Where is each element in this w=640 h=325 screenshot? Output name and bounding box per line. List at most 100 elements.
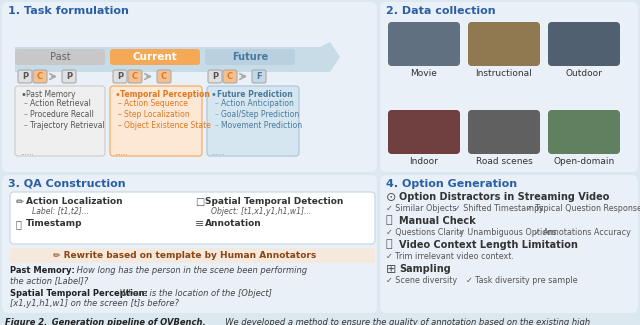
FancyBboxPatch shape xyxy=(110,49,200,65)
Text: –: – xyxy=(118,121,122,130)
Text: the action [Label]?: the action [Label]? xyxy=(10,276,88,285)
FancyBboxPatch shape xyxy=(62,70,76,83)
Text: ✓ Shifted Timestamps: ✓ Shifted Timestamps xyxy=(454,204,543,213)
Text: Option Distractors in Streaming Video: Option Distractors in Streaming Video xyxy=(399,192,609,202)
Text: ⊙: ⊙ xyxy=(386,191,397,204)
FancyBboxPatch shape xyxy=(33,70,47,83)
FancyBboxPatch shape xyxy=(18,70,32,83)
Text: Road scenes: Road scenes xyxy=(476,157,532,166)
Text: –: – xyxy=(215,121,219,130)
Text: F: F xyxy=(256,72,262,81)
Text: Action Retrieval: Action Retrieval xyxy=(30,99,91,108)
Text: 🔧: 🔧 xyxy=(386,215,392,225)
Text: Annotation: Annotation xyxy=(205,219,262,228)
Text: Object: [t1,x1,y1,h1,w1]...: Object: [t1,x1,y1,h1,w1]... xyxy=(211,207,311,216)
FancyBboxPatch shape xyxy=(110,86,202,156)
FancyBboxPatch shape xyxy=(15,86,105,156)
Text: Instructional: Instructional xyxy=(476,69,532,78)
FancyBboxPatch shape xyxy=(15,49,105,65)
Text: Spatial Temporal Perception:: Spatial Temporal Perception: xyxy=(10,289,148,298)
Text: ✓ Similar Objects: ✓ Similar Objects xyxy=(386,204,456,213)
Text: Indoor: Indoor xyxy=(410,157,438,166)
FancyBboxPatch shape xyxy=(252,70,266,83)
FancyBboxPatch shape xyxy=(2,175,377,313)
FancyBboxPatch shape xyxy=(548,110,620,154)
FancyBboxPatch shape xyxy=(205,49,295,65)
FancyBboxPatch shape xyxy=(388,110,460,154)
Text: Figure 2.: Figure 2. xyxy=(5,318,47,325)
Text: C: C xyxy=(132,72,138,81)
Text: 4. Option Generation: 4. Option Generation xyxy=(386,179,517,189)
Text: ✓ Task diversity pre sample: ✓ Task diversity pre sample xyxy=(466,276,578,285)
Text: •: • xyxy=(211,90,217,100)
FancyBboxPatch shape xyxy=(208,70,222,83)
Text: •: • xyxy=(114,90,120,100)
FancyBboxPatch shape xyxy=(380,175,638,313)
Text: ≡: ≡ xyxy=(195,219,204,229)
Text: –: – xyxy=(118,110,122,119)
Text: ✓ Trim irrelevant video context.: ✓ Trim irrelevant video context. xyxy=(386,252,514,261)
Text: ✏ Rewrite based on template by Human Annotators: ✏ Rewrite based on template by Human Ann… xyxy=(53,251,317,260)
Text: Video Context Length Limitation: Video Context Length Limitation xyxy=(399,240,578,250)
Text: Movie: Movie xyxy=(411,69,437,78)
Text: ......: ...... xyxy=(20,150,33,156)
Text: Action Anticipation: Action Anticipation xyxy=(221,99,294,108)
FancyBboxPatch shape xyxy=(128,70,142,83)
Text: ✓ Annotations Accuracy: ✓ Annotations Accuracy xyxy=(534,228,631,237)
Text: We developed a method to ensure the quality of annotation based on the existing : We developed a method to ensure the qual… xyxy=(220,318,590,325)
Text: Timestamp: Timestamp xyxy=(26,219,83,228)
Text: 🎬: 🎬 xyxy=(386,239,392,249)
FancyBboxPatch shape xyxy=(2,2,377,172)
Text: ✓ Unambiguous Options: ✓ Unambiguous Options xyxy=(458,228,556,237)
FancyBboxPatch shape xyxy=(468,22,540,66)
Text: –: – xyxy=(215,99,219,108)
FancyBboxPatch shape xyxy=(113,70,127,83)
FancyBboxPatch shape xyxy=(223,70,237,83)
Text: 3. QA Construction: 3. QA Construction xyxy=(8,179,125,189)
Text: P: P xyxy=(117,72,123,81)
Text: Past Memory:: Past Memory: xyxy=(10,266,75,275)
Text: Step Localization: Step Localization xyxy=(124,110,189,119)
Text: –: – xyxy=(24,99,28,108)
FancyBboxPatch shape xyxy=(468,110,540,154)
Text: P: P xyxy=(66,72,72,81)
Text: Action Localization: Action Localization xyxy=(26,197,123,206)
Text: ⏰: ⏰ xyxy=(16,219,22,229)
Text: □: □ xyxy=(195,197,204,207)
Text: Future: Future xyxy=(232,52,268,62)
FancyBboxPatch shape xyxy=(10,192,375,244)
Text: Goal/Step Prediction: Goal/Step Prediction xyxy=(221,110,300,119)
Text: Spatial Temporal Detection: Spatial Temporal Detection xyxy=(205,197,344,206)
Text: Past Memory: Past Memory xyxy=(26,90,76,99)
Text: How long has the person in the scene been performing: How long has the person in the scene bee… xyxy=(74,266,307,275)
Text: Movement Prediction: Movement Prediction xyxy=(221,121,302,130)
Polygon shape xyxy=(15,42,340,72)
Text: •: • xyxy=(20,90,26,100)
Text: –: – xyxy=(215,110,219,119)
Text: Open-domain: Open-domain xyxy=(554,157,614,166)
Text: ......: ...... xyxy=(211,150,225,156)
Text: –: – xyxy=(24,110,28,119)
Text: C: C xyxy=(227,72,233,81)
Text: Outdoor: Outdoor xyxy=(566,69,602,78)
Text: Manual Check: Manual Check xyxy=(399,216,476,226)
Text: ✏: ✏ xyxy=(16,197,24,207)
Text: Action Sequence: Action Sequence xyxy=(124,99,188,108)
Text: 2. Data collection: 2. Data collection xyxy=(386,6,495,16)
FancyBboxPatch shape xyxy=(380,2,638,172)
Text: Generation pipeline of OVBench.: Generation pipeline of OVBench. xyxy=(46,318,205,325)
Text: –: – xyxy=(118,99,122,108)
Text: Object Existence State: Object Existence State xyxy=(124,121,211,130)
Text: Future Prediction: Future Prediction xyxy=(217,90,292,99)
Text: C: C xyxy=(37,72,43,81)
Text: C: C xyxy=(161,72,167,81)
Text: Temporal Perception: Temporal Perception xyxy=(120,90,210,99)
Text: [x1,y1,h1,w1] on the screen [t]s before?: [x1,y1,h1,w1] on the screen [t]s before? xyxy=(10,299,179,308)
Text: P: P xyxy=(22,72,28,81)
Text: Current: Current xyxy=(132,52,177,62)
FancyBboxPatch shape xyxy=(10,248,375,263)
Text: 1. Task formulation: 1. Task formulation xyxy=(8,6,129,16)
FancyBboxPatch shape xyxy=(388,22,460,66)
Text: ......: ...... xyxy=(114,150,127,156)
FancyBboxPatch shape xyxy=(548,22,620,66)
